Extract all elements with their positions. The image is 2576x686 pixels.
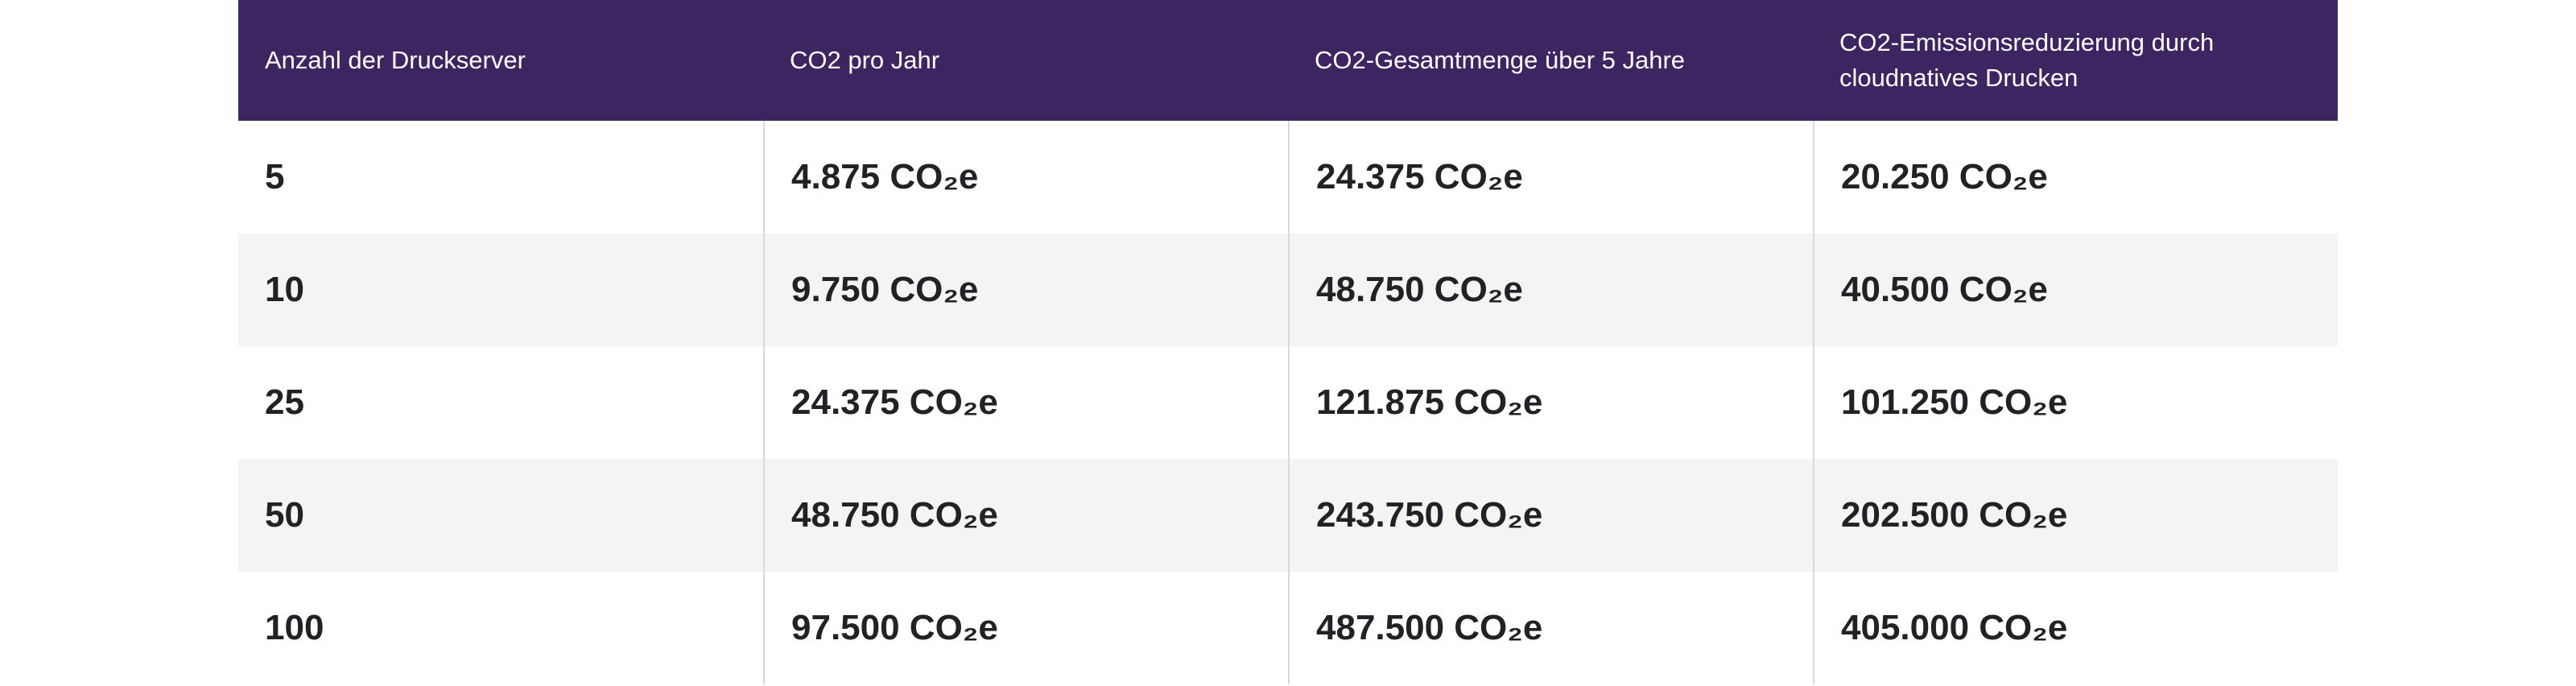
co2-table: Anzahl der Druckserver CO2 pro Jahr CO2-…	[238, 0, 2338, 684]
cell-co2-per-year: 97.500 CO₂e	[763, 572, 1288, 684]
cell-co2-per-year: 4.875 CO₂e	[763, 121, 1288, 233]
table-row: 10 9.750 CO₂e 48.750 CO₂e 40.500 CO₂e	[238, 233, 2338, 346]
cell-server-count: 5	[265, 157, 285, 196]
cell-server-count: 100	[265, 608, 324, 647]
column-header-co2-reduction: CO2-Emissionsreduzierung durch cloudnati…	[1839, 28, 2215, 92]
cell-co2-5-years: 487.500 CO₂e	[1288, 572, 1813, 684]
column-header-server-count: Anzahl der Druckserver	[265, 46, 526, 74]
column-header-co2-per-year: CO2 pro Jahr	[790, 46, 940, 74]
table-header-row: Anzahl der Druckserver CO2 pro Jahr CO2-…	[238, 0, 2338, 121]
cell-co2-5-years: 48.750 CO₂e	[1288, 233, 1813, 346]
cell-co2-reduction: 20.250 CO₂e	[1813, 121, 2338, 233]
cell-co2-reduction: 101.250 CO₂e	[1813, 346, 2338, 459]
table-row: 5 4.875 CO₂e 24.375 CO₂e 20.250 CO₂e	[238, 121, 2338, 233]
cell-co2-reduction: 405.000 CO₂e	[1813, 572, 2338, 684]
cell-co2-per-year: 48.750 CO₂e	[763, 459, 1288, 572]
cell-co2-per-year: 24.375 CO₂e	[763, 346, 1288, 459]
cell-server-count: 50	[265, 495, 304, 535]
cell-co2-reduction: 202.500 CO₂e	[1813, 459, 2338, 572]
cell-server-count: 10	[265, 270, 304, 309]
table-row: 25 24.375 CO₂e 121.875 CO₂e 101.250 CO₂e	[238, 346, 2338, 459]
cell-co2-5-years: 24.375 CO₂e	[1288, 121, 1813, 233]
cell-co2-per-year: 9.750 CO₂e	[763, 233, 1288, 346]
cell-co2-reduction: 40.500 CO₂e	[1813, 233, 2338, 346]
cell-co2-5-years: 121.875 CO₂e	[1288, 346, 1813, 459]
column-header-co2-5-years: CO2-Gesamtmenge über 5 Jahre	[1315, 46, 1686, 74]
cell-server-count: 25	[265, 382, 304, 422]
table-row: 100 97.500 CO₂e 487.500 CO₂e 405.000 CO₂…	[238, 572, 2338, 684]
cell-co2-5-years: 243.750 CO₂e	[1288, 459, 1813, 572]
table-row: 50 48.750 CO₂e 243.750 CO₂e 202.500 CO₂e	[238, 459, 2338, 572]
